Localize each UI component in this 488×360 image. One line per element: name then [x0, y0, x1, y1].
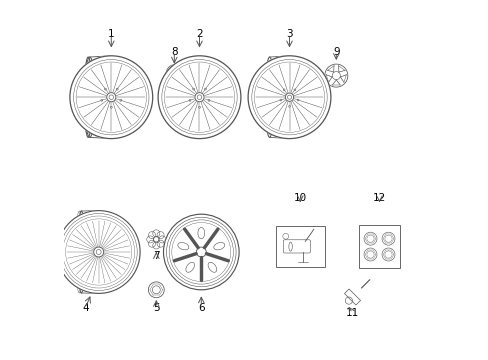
- Ellipse shape: [200, 57, 208, 138]
- Circle shape: [285, 93, 293, 101]
- Circle shape: [195, 93, 203, 102]
- Ellipse shape: [213, 243, 224, 250]
- Text: 2: 2: [196, 29, 203, 39]
- Text: 3: 3: [285, 29, 292, 39]
- Circle shape: [247, 56, 330, 139]
- Text: 11: 11: [345, 308, 358, 318]
- Circle shape: [158, 56, 241, 139]
- Text: 5: 5: [153, 303, 159, 313]
- Circle shape: [57, 211, 140, 293]
- Text: 10: 10: [293, 193, 306, 203]
- Text: 4: 4: [82, 303, 88, 313]
- Circle shape: [94, 247, 103, 257]
- Text: 8: 8: [171, 47, 177, 57]
- Text: 1: 1: [108, 29, 114, 39]
- Ellipse shape: [208, 262, 216, 272]
- Text: 12: 12: [372, 193, 386, 203]
- Ellipse shape: [198, 228, 204, 239]
- Text: 6: 6: [198, 303, 204, 313]
- Circle shape: [70, 56, 152, 139]
- Text: 9: 9: [332, 47, 339, 57]
- Circle shape: [163, 214, 239, 290]
- Text: 7: 7: [153, 251, 159, 261]
- Ellipse shape: [185, 262, 194, 272]
- Bar: [358, 225, 399, 268]
- Bar: [275, 226, 324, 267]
- Circle shape: [196, 247, 206, 257]
- Ellipse shape: [178, 243, 188, 250]
- Circle shape: [106, 93, 116, 102]
